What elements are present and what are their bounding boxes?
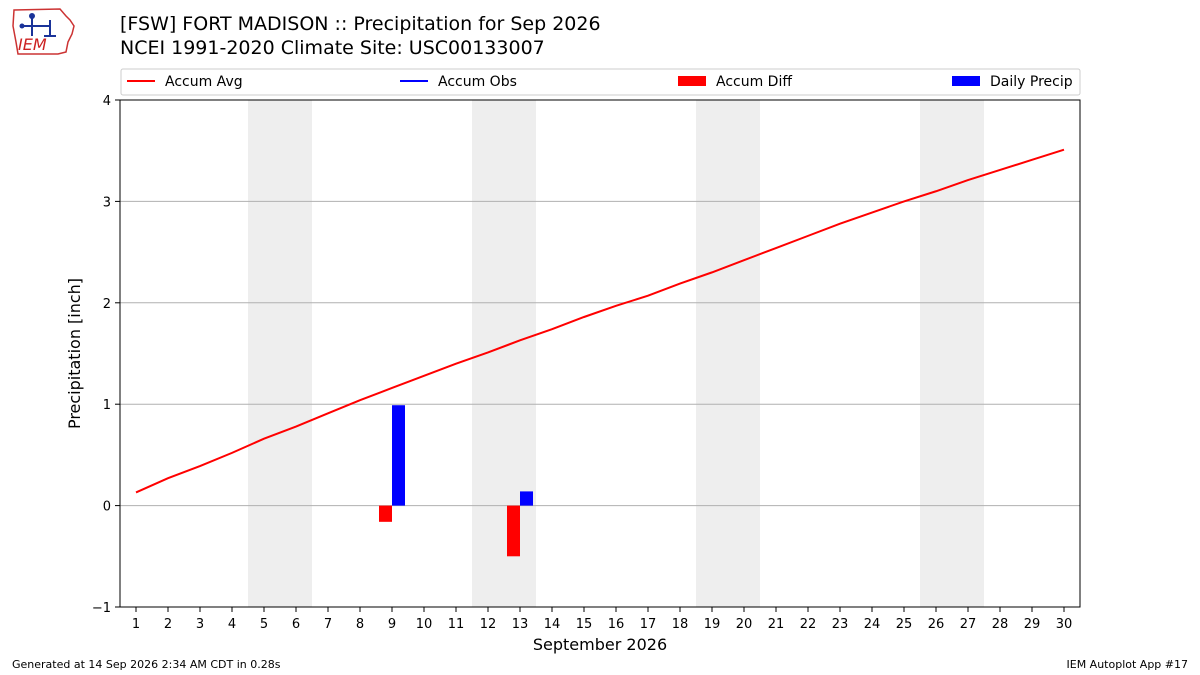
legend-label: Accum Diff [716, 74, 792, 90]
x-tick-label: 23 [832, 617, 849, 632]
x-tick-label: 26 [928, 617, 945, 632]
weekend-shade [696, 100, 760, 607]
daily-precip-bar [520, 491, 533, 506]
x-tick-label: 8 [356, 617, 364, 632]
svg-text:IEM: IEM [18, 35, 47, 54]
x-tick-label: 18 [672, 617, 689, 632]
legend-label: Accum Avg [165, 74, 243, 90]
legend-swatch-bar [678, 76, 706, 86]
x-tick-label: 20 [736, 617, 753, 632]
x-tick-label: 27 [960, 617, 977, 632]
x-tick-label: 25 [896, 617, 913, 632]
app-label: IEM Autoplot App #17 [1066, 658, 1189, 671]
chart-subtitle: NCEI 1991-2020 Climate Site: USC00133007 [120, 37, 545, 59]
iem-logo: IEM [12, 8, 75, 55]
accum-diff-bar [507, 505, 520, 557]
x-tick-label: 29 [1024, 617, 1041, 632]
x-tick-label: 11 [448, 617, 465, 632]
legend-label: Daily Precip [990, 74, 1073, 90]
x-tick-label: 10 [416, 617, 433, 632]
x-tick-label: 15 [576, 617, 593, 632]
x-tick-label: 9 [388, 617, 396, 632]
x-tick-label: 17 [640, 617, 657, 632]
x-tick-label: 2 [164, 617, 172, 632]
accum-avg-line [135, 148, 1065, 494]
chart-title: [FSW] FORT MADISON :: Precipitation for … [120, 13, 601, 35]
x-tick-label: 19 [704, 617, 721, 632]
x-tick-label: 14 [544, 617, 561, 632]
x-tick-label: 16 [608, 617, 625, 632]
legend-box [120, 68, 1081, 96]
x-axis-label: September 2026 [533, 635, 667, 654]
y-tick-label: 1 [103, 398, 111, 413]
x-tick-label: 28 [992, 617, 1009, 632]
x-tick-label: 3 [196, 617, 204, 632]
x-tick-label: 21 [768, 617, 785, 632]
weekend-shade [920, 100, 984, 607]
legend-label: Accum Obs [438, 74, 517, 90]
x-tick-label: 22 [800, 617, 817, 632]
accum-diff-bar [379, 505, 392, 522]
daily-precip-bar [392, 405, 405, 506]
x-tick-label: 12 [480, 617, 497, 632]
y-axis-label: Precipitation [inch] [65, 278, 84, 429]
weekend-shade [472, 100, 536, 607]
y-tick-label: −1 [92, 601, 111, 616]
y-tick-label: 3 [103, 195, 111, 210]
x-tick-label: 6 [292, 617, 300, 632]
y-tick-label: 0 [103, 500, 111, 515]
legend-swatch-bar [952, 76, 980, 86]
x-tick-label: 30 [1056, 617, 1073, 632]
generated-note: Generated at 14 Sep 2026 2:34 AM CDT in … [12, 658, 281, 671]
chart-title-block: [FSW] FORT MADISON :: Precipitation for … [120, 12, 601, 60]
x-tick-label: 4 [228, 617, 236, 632]
plot-frame [119, 99, 1081, 608]
y-tick-label: 4 [103, 94, 111, 109]
y-tick-label: 2 [103, 297, 111, 312]
weekend-shade [248, 100, 312, 607]
x-tick-label: 1 [132, 617, 140, 632]
x-tick-label: 7 [324, 617, 332, 632]
x-tick-label: 13 [512, 617, 529, 632]
x-tick-label: 24 [864, 617, 881, 632]
x-tick-label: 5 [260, 617, 268, 632]
